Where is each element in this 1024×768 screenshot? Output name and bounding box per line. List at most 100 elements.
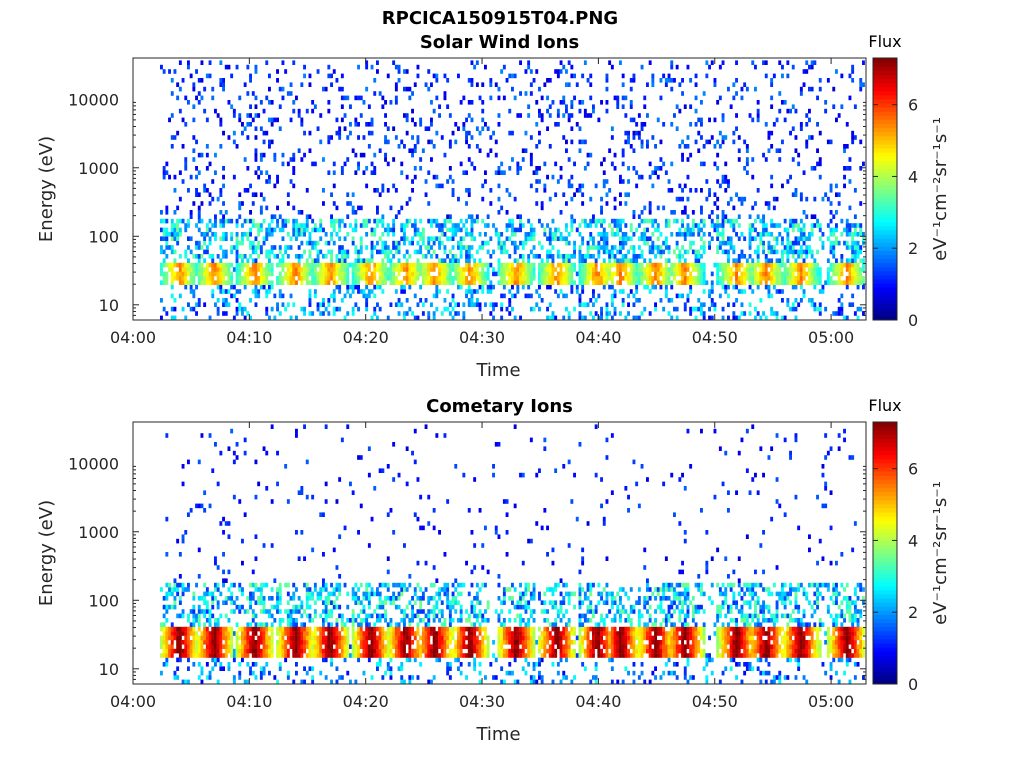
heatmap-cell — [722, 223, 725, 228]
heatmap-cell — [198, 241, 201, 246]
heatmap-cell — [176, 587, 179, 592]
heatmap-cell — [246, 91, 249, 96]
heatmap-cell — [222, 263, 225, 268]
colorbar-segment — [873, 128, 897, 133]
heatmap-cell — [681, 223, 684, 228]
heatmap-cell — [255, 614, 258, 619]
heatmap-cell — [546, 272, 549, 277]
heatmap-cell — [840, 311, 843, 316]
heatmap-cell — [268, 118, 271, 123]
heatmap-cell — [217, 311, 220, 316]
heatmap-cell — [533, 245, 536, 250]
heatmap-cell — [230, 640, 233, 645]
heatmap-cell — [727, 258, 730, 263]
heatmap-cell — [171, 236, 174, 241]
heatmap-cell — [738, 236, 741, 241]
heatmap-cell — [660, 254, 663, 259]
heatmap-cell — [265, 662, 268, 667]
heatmap-cell — [381, 232, 384, 237]
heatmap-cell — [187, 188, 190, 193]
heatmap-cell — [290, 267, 293, 272]
heatmap-cell — [203, 109, 206, 114]
heatmap-cell — [738, 258, 741, 263]
heatmap-cell — [481, 263, 484, 268]
heatmap-cell — [800, 280, 803, 285]
heatmap-cell — [214, 653, 217, 658]
heatmap-cell — [179, 219, 182, 224]
heatmap-cell — [635, 254, 638, 259]
heatmap-cell — [295, 640, 298, 645]
heatmap-cell — [268, 232, 271, 237]
heatmap-cell — [257, 653, 260, 658]
heatmap-cell — [176, 228, 179, 233]
heatmap-cell — [770, 175, 773, 180]
heatmap-cell — [538, 131, 541, 136]
heatmap-cell — [840, 263, 843, 268]
heatmap-cell — [446, 289, 449, 294]
heatmap-cell — [422, 267, 425, 272]
heatmap-cell — [333, 276, 336, 281]
heatmap-cell — [187, 631, 190, 636]
heatmap-cell — [776, 258, 779, 263]
heatmap-cell — [171, 649, 174, 654]
heatmap-cell — [714, 307, 717, 312]
heatmap-cell — [638, 236, 641, 241]
heatmap-cell — [557, 250, 560, 255]
heatmap-cell — [300, 210, 303, 215]
heatmap-cell — [344, 294, 347, 299]
heatmap-cell — [309, 618, 312, 623]
heatmap-cell — [246, 263, 249, 268]
heatmap-cell — [525, 236, 528, 241]
heatmap-cell — [363, 100, 366, 105]
heatmap-cell — [311, 311, 314, 316]
heatmap-cell — [576, 228, 579, 233]
heatmap-cell — [198, 206, 201, 211]
heatmap-cell — [765, 276, 768, 281]
heatmap-cell — [862, 258, 865, 263]
heatmap-cell — [805, 236, 808, 241]
heatmap-cell — [789, 280, 792, 285]
heatmap-cell — [765, 263, 768, 268]
heatmap-cell — [187, 258, 190, 263]
heatmap-cell — [454, 311, 457, 316]
heatmap-cell — [498, 166, 501, 171]
heatmap-cell — [784, 280, 787, 285]
heatmap-cell — [427, 170, 430, 175]
heatmap-cell — [765, 157, 768, 162]
heatmap-cell — [824, 192, 827, 197]
heatmap-cell — [190, 272, 193, 277]
heatmap-cell — [562, 272, 565, 277]
heatmap-cell — [762, 232, 765, 237]
heatmap-cell — [759, 263, 762, 268]
heatmap-cell — [822, 285, 825, 290]
heatmap-cell — [292, 166, 295, 171]
heatmap-cell — [184, 157, 187, 162]
heatmap-cell — [535, 100, 538, 105]
heatmap-cell — [498, 113, 501, 118]
heatmap-cell — [738, 223, 741, 228]
heatmap-cell — [811, 267, 814, 272]
heatmap-cell — [581, 263, 584, 268]
colorbar-segment — [873, 169, 897, 174]
heatmap-cell — [192, 276, 195, 281]
heatmap-cell — [592, 214, 595, 219]
heatmap-cell — [395, 245, 398, 250]
heatmap-cell — [217, 658, 220, 663]
heatmap-cell — [570, 280, 573, 285]
heatmap-cell — [217, 565, 220, 570]
heatmap-cell — [738, 276, 741, 281]
heatmap-cell — [522, 245, 525, 250]
heatmap-cell — [789, 223, 792, 228]
heatmap-cell — [379, 280, 382, 285]
heatmap-cell — [255, 556, 258, 561]
heatmap-cell — [805, 197, 808, 202]
heatmap-cell — [209, 592, 212, 597]
heatmap-cell — [182, 653, 185, 658]
heatmap-cell — [746, 170, 749, 175]
heatmap-cell — [606, 109, 609, 114]
heatmap-cell — [244, 631, 247, 636]
heatmap-cell — [300, 276, 303, 281]
heatmap-cell — [676, 65, 679, 70]
heatmap-cell — [163, 605, 166, 610]
heatmap-cell — [298, 232, 301, 237]
